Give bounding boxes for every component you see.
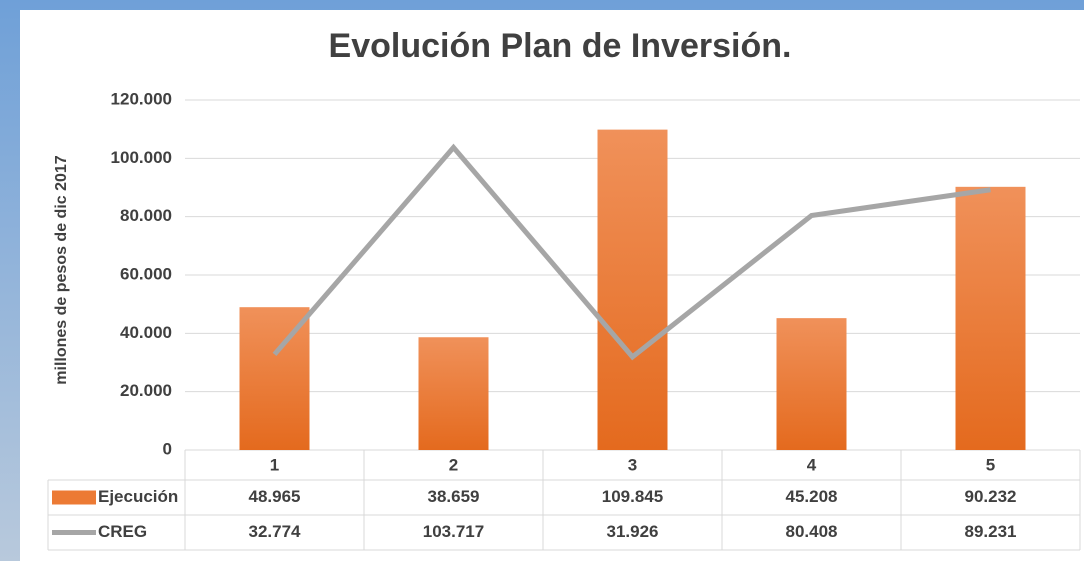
chart-title: Evolución Plan de Inversión.: [329, 27, 792, 65]
bar: [419, 337, 489, 450]
legend-swatch: [52, 491, 96, 505]
page: Evolución Plan de Inversión. millones de…: [0, 0, 1084, 561]
table-value: 32.774: [249, 522, 302, 541]
bar: [598, 130, 668, 450]
table-value: 38.659: [428, 487, 480, 506]
table-value: 90.232: [965, 487, 1017, 506]
x-tick-label: 3: [628, 455, 637, 474]
table-value: 80.408: [786, 522, 838, 541]
x-tick-label: 5: [986, 455, 995, 474]
chart-panel: [20, 10, 1084, 561]
y-tick-label: 60.000: [120, 264, 172, 283]
x-tick-label: 4: [807, 455, 817, 474]
y-tick-label: 80.000: [120, 206, 172, 225]
legend-label: Ejecución: [98, 487, 178, 506]
table-value: 89.231: [965, 522, 1017, 541]
bar: [956, 187, 1026, 450]
x-tick-label: 2: [449, 455, 458, 474]
table-value: 103.717: [423, 522, 484, 541]
y-tick-label: 40.000: [120, 323, 172, 342]
y-tick-label: 100.000: [111, 148, 172, 167]
x-tick-label: 1: [270, 455, 279, 474]
bar: [777, 318, 847, 450]
table-value: 31.926: [607, 522, 659, 541]
table-value: 45.208: [786, 487, 838, 506]
legend-label: CREG: [98, 522, 147, 541]
chart: Evolución Plan de Inversión. millones de…: [0, 0, 1084, 561]
table-value: 48.965: [249, 487, 301, 506]
y-tick-label: 0: [163, 439, 172, 458]
y-tick-label: 20.000: [120, 381, 172, 400]
y-axis-label: millones de pesos de dic 2017: [53, 155, 70, 385]
y-tick-label: 120.000: [111, 89, 172, 108]
table-value: 109.845: [602, 487, 663, 506]
